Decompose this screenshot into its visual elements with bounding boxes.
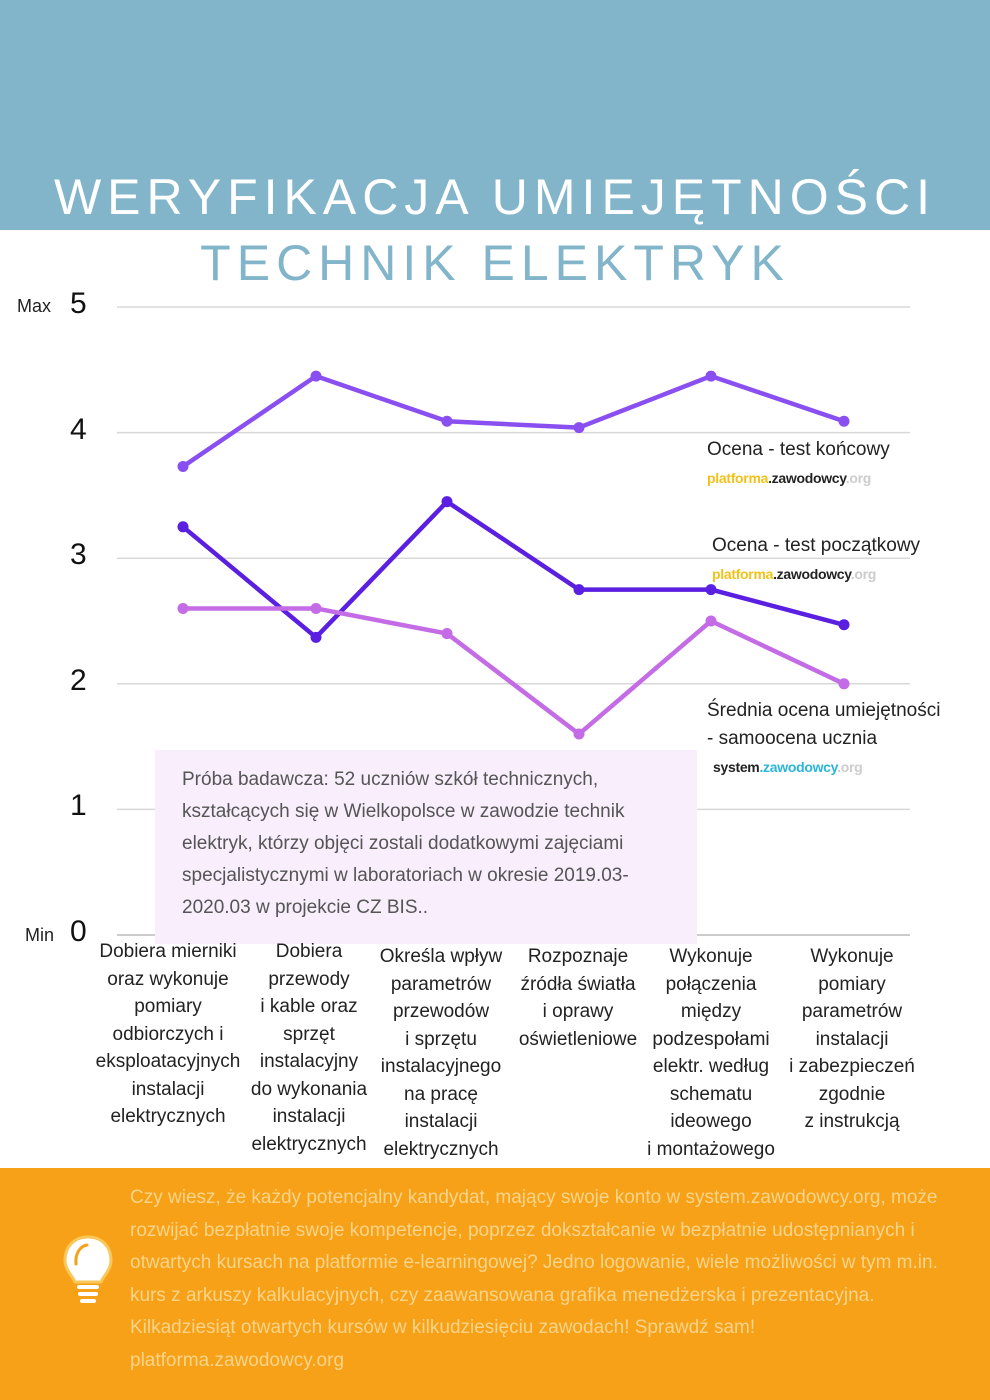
data-point: [441, 628, 453, 640]
x-category-label: Dobiera mierniki oraz wykonuje pomiary odbi…: [93, 938, 243, 1131]
sample-note: Próba badawcza: 52 uczniów szkół technic…: [155, 750, 697, 944]
data-point: [838, 415, 850, 427]
data-point: [177, 602, 189, 614]
category-line: źródła światła: [520, 973, 636, 995]
data-point: [441, 496, 453, 508]
y-tick-label: 3: [70, 538, 87, 572]
category-line: między: [680, 1001, 742, 1022]
category-line: elektr. według: [652, 1056, 770, 1077]
lightbulb-icon: [63, 1235, 113, 1303]
data-point: [310, 631, 322, 643]
category-line: Dobiera: [275, 941, 343, 962]
data-point: [705, 370, 717, 382]
y-tick-label: 4: [70, 412, 87, 446]
min-label: Min: [25, 925, 55, 945]
page-subtitle: TECHNIK ELEKTRYK: [200, 235, 790, 291]
legend-label: Ocena - test końcowy: [707, 439, 890, 460]
data-point: [177, 521, 189, 533]
data-point: [310, 602, 322, 614]
category-line: parametrów: [390, 973, 492, 995]
x-category-label: Wykonuje pomiary parametrów instalacji i zab…: [777, 943, 927, 1136]
data-point: [310, 370, 322, 382]
category-line: elektrycznych: [110, 1106, 226, 1127]
category-line: i zabezpieczeń: [789, 1056, 915, 1077]
category-line: Wykonuje: [669, 946, 753, 967]
y-tick-label: 1: [70, 789, 87, 823]
category-line: i montażowego: [647, 1138, 775, 1160]
y-tick-label: 0: [70, 915, 87, 948]
category-line: z instrukcją: [804, 1111, 900, 1132]
legend-final-test: Ocena - test końcowy platforma.zawodowcy…: [707, 436, 890, 492]
system-logo: system.zawodowcy.org: [713, 759, 863, 775]
footer-text: Czy wiesz, że każdy potencjalny kandydat…: [130, 1187, 938, 1371]
category-line: eksploatacyjnych: [95, 1051, 241, 1072]
category-line: na pracę: [404, 1083, 478, 1105]
data-point: [705, 615, 717, 627]
category-line: instalacji: [272, 1106, 346, 1127]
y-tick-label: 5: [70, 287, 87, 320]
data-point: [573, 422, 585, 434]
legend-label: Średnia ocena umiejętności: [707, 700, 941, 721]
data-point: [838, 678, 850, 690]
category-line: przewody: [268, 968, 350, 990]
category-line: oraz wykonuje: [107, 968, 229, 990]
category-line: i sprzętu: [405, 1028, 477, 1050]
data-point: [441, 415, 453, 427]
max-label: Max: [17, 296, 52, 316]
category-line: elektrycznych: [383, 1138, 499, 1160]
category-line: ideowego: [670, 1111, 752, 1132]
category-line: Określa wpływ: [379, 946, 503, 967]
platforma-logo: platforma.zawodowcy.org: [712, 566, 876, 582]
x-category-label: Określa wpływ parametrów przewodów i sprzęt…: [366, 943, 516, 1163]
y-tick-label: 2: [70, 663, 87, 697]
category-line: schematu: [669, 1083, 753, 1105]
series-line: [183, 606, 845, 737]
data-point: [177, 461, 189, 473]
legend-label: Ocena - test początkowy: [712, 535, 921, 556]
category-line: i kable oraz: [260, 996, 358, 1017]
data-point: [573, 728, 585, 740]
series-line: [181, 499, 845, 640]
legend-label: - samoocena ucznia: [707, 728, 878, 749]
page-title: WERYFIKACJA UMIEJĘTNOŚCI: [53, 169, 937, 225]
category-line: przewodów: [392, 1001, 490, 1022]
footer-info: Czy wiesz, że każdy potencjalny kandydat…: [0, 1168, 990, 1400]
category-line: instalacyjny: [259, 1051, 359, 1072]
category-line: do wykonania: [250, 1078, 368, 1100]
category-line: połączenia: [665, 973, 757, 995]
header-band: [0, 0, 990, 230]
category-line: podzespołami: [652, 1028, 770, 1050]
legend-self-assessment: Średnia ocena umiejętności - samoocena u…: [707, 697, 940, 781]
category-line: parametrów: [801, 1001, 903, 1022]
x-category-label: Wykonuje połączenia między podzespołami elek…: [636, 943, 786, 1163]
category-line: Wykonuje: [810, 946, 894, 967]
category-line: elektrycznych: [251, 1133, 367, 1155]
x-category-label: Rozpoznaje źródła światła i oprawy oświetle…: [503, 943, 653, 1053]
category-line: i oprawy: [542, 1001, 614, 1022]
x-category-label: Dobiera przewody i kable oraz sprzęt instala…: [234, 938, 384, 1158]
category-line: pomiary: [134, 996, 202, 1017]
platforma-logo: platforma.zawodowcy.org: [707, 470, 871, 486]
category-line: odbiorczych i: [112, 1023, 224, 1045]
category-line: instalacji: [131, 1078, 205, 1100]
data-point: [573, 584, 585, 596]
category-line: oświetleniowe: [518, 1028, 638, 1050]
category-line: Dobiera mierniki: [99, 941, 237, 962]
data-point: [838, 619, 850, 631]
category-line: zgodnie: [818, 1083, 886, 1105]
category-line: pomiary: [818, 973, 886, 995]
category-line: sprzęt: [283, 1023, 335, 1045]
category-line: instalacji: [404, 1111, 478, 1132]
category-line: Rozpoznaje: [527, 946, 629, 967]
series-line: [181, 373, 845, 469]
category-line: instalacyjnego: [380, 1056, 502, 1077]
legend-initial-test: Ocena - test początkowy platforma.zawodo…: [712, 532, 920, 588]
data-point: [705, 584, 717, 596]
category-line: instalacji: [815, 1028, 889, 1050]
